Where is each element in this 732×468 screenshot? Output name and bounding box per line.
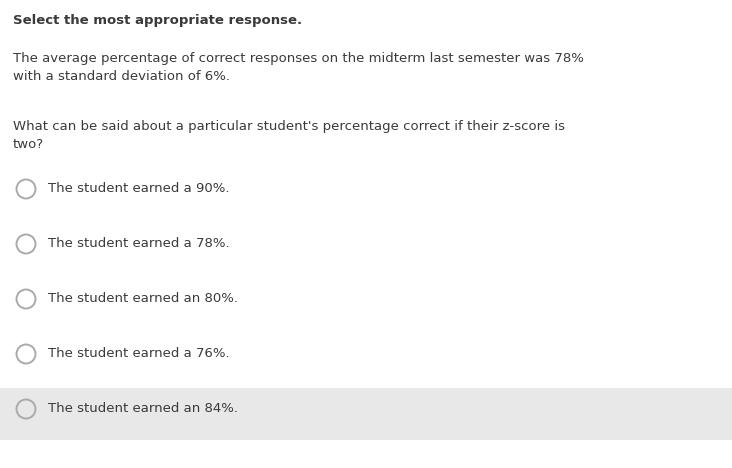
Text: The student earned an 80%.: The student earned an 80%.: [48, 292, 238, 305]
Text: The student earned a 76%.: The student earned a 76%.: [48, 347, 230, 360]
Text: The student earned a 90%.: The student earned a 90%.: [48, 182, 230, 195]
Text: Select the most appropriate response.: Select the most appropriate response.: [13, 14, 302, 27]
Text: The student earned an 84%.: The student earned an 84%.: [48, 402, 238, 415]
Text: What can be said about a particular student's percentage correct if their z-scor: What can be said about a particular stud…: [13, 120, 565, 151]
Text: The average percentage of correct responses on the midterm last semester was 78%: The average percentage of correct respon…: [13, 52, 584, 83]
Bar: [0, 388, 732, 440]
Text: The student earned a 78%.: The student earned a 78%.: [48, 237, 230, 250]
